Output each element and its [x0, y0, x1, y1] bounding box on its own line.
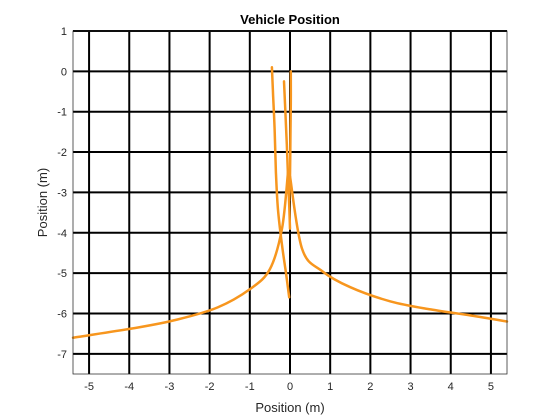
x-tick-label: 0 — [287, 381, 293, 393]
y-tick-label: -6 — [57, 308, 67, 320]
series-line-trajectory-left-short — [282, 80, 292, 230]
x-tick-label: -1 — [245, 381, 255, 393]
x-tick-label: 4 — [448, 381, 454, 393]
x-tick-label: 3 — [407, 381, 413, 393]
x-tick-label: -4 — [124, 381, 134, 393]
x-tick-label: -5 — [84, 381, 94, 393]
y-axis-ticks: 1 0 -1 -2 -3 -4 -5 -6 -7 — [57, 26, 67, 361]
series-line-trajectory-left-branch — [71, 170, 290, 339]
y-tick-label: -4 — [57, 228, 67, 240]
series-line-trajectory-center — [287, 70, 293, 202]
x-tick-label: 2 — [367, 381, 373, 393]
x-axis-label: Position (m) — [255, 400, 324, 415]
y-tick-label: 0 — [61, 66, 67, 78]
x-axis-ticks: -5 -4 -3 -2 -1 0 1 2 3 4 5 — [84, 381, 494, 393]
series-line-trajectory-left-long — [270, 66, 291, 299]
y-tick-label: -3 — [57, 187, 67, 199]
y-tick-label: -2 — [57, 147, 67, 159]
chart-title: Vehicle Position — [240, 12, 340, 27]
y-tick-label: -7 — [57, 349, 67, 361]
x-tick-label: 1 — [327, 381, 333, 393]
plot-frame — [72, 30, 508, 375]
x-tick-label: 5 — [488, 381, 494, 393]
x-tick-label: -2 — [205, 381, 215, 393]
series-line-trajectory-right-branch — [288, 175, 509, 323]
y-tick-label: -5 — [57, 268, 67, 280]
y-tick-label: 1 — [61, 26, 67, 38]
trajectory-series — [71, 66, 509, 339]
x-tick-label: -3 — [165, 381, 175, 393]
y-tick-label: -1 — [57, 107, 67, 119]
y-axis-label: Position (m) — [35, 168, 50, 237]
